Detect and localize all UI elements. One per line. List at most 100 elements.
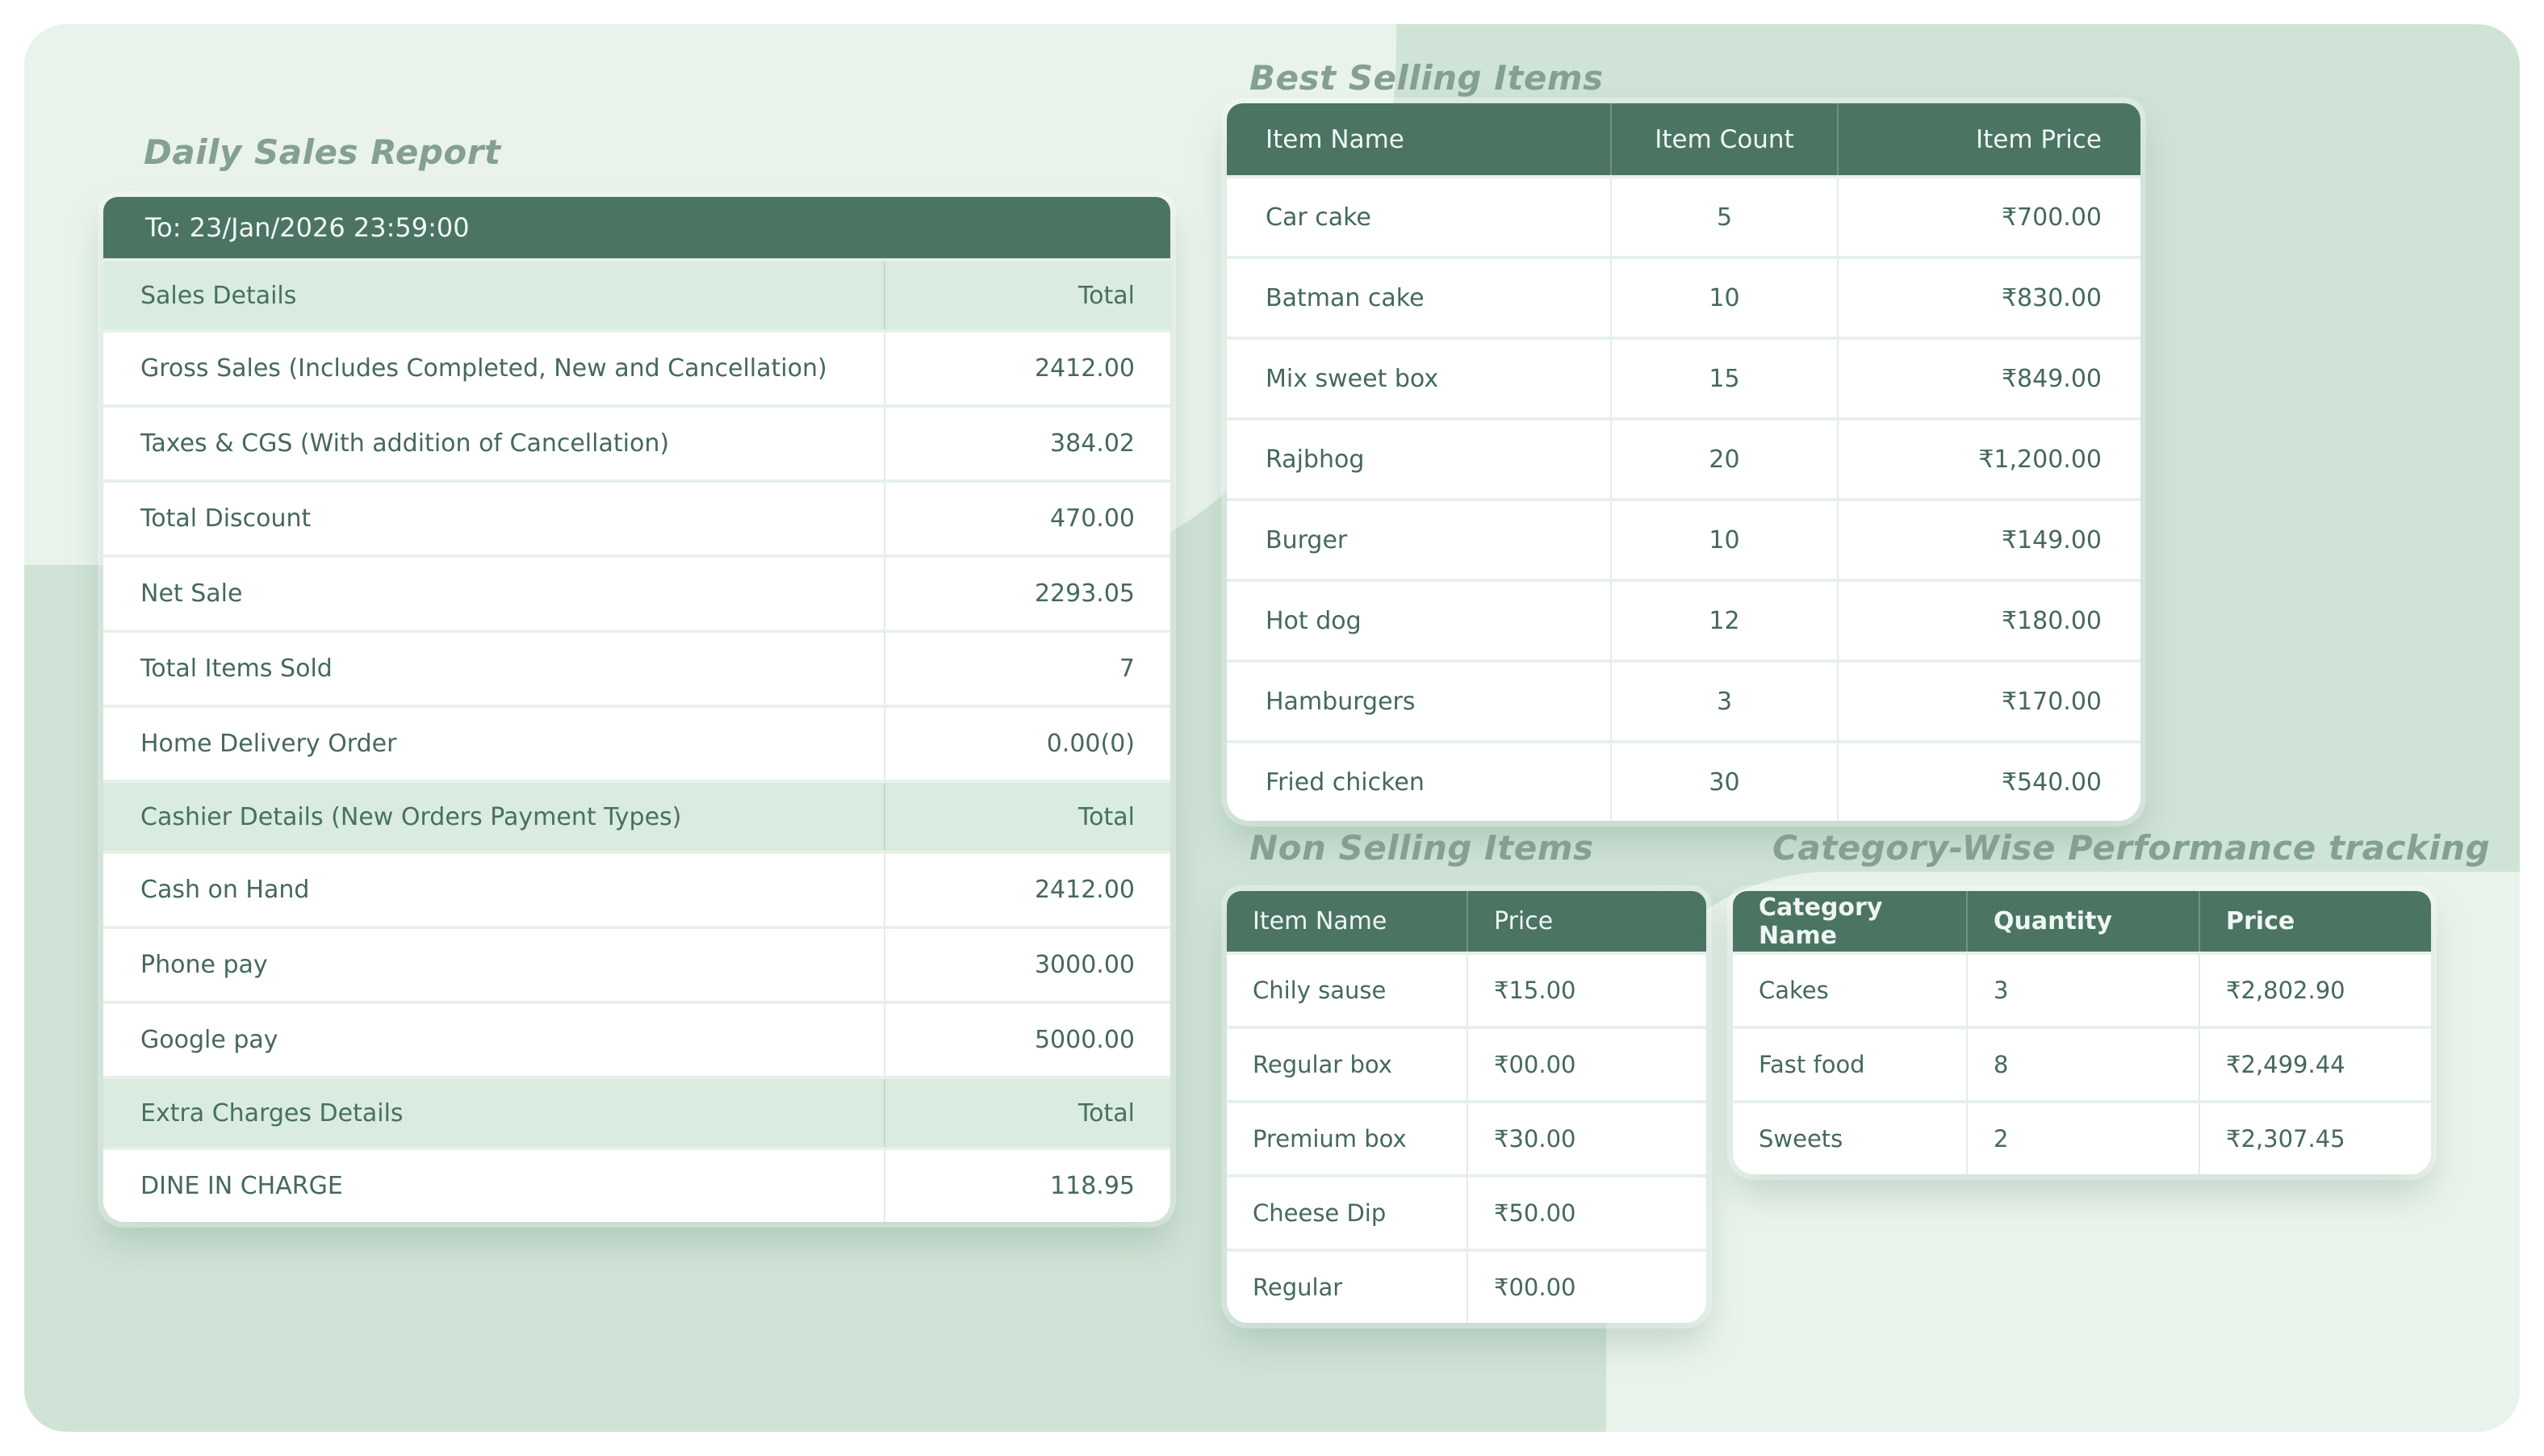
- table-row: Net Sale 2293.05: [103, 554, 1170, 630]
- item-price: ₹180.00: [1837, 582, 2140, 659]
- item-count: 10: [1610, 501, 1837, 579]
- daily-sales-table: To: 23/Jan/2026 23:59:00 Sales Details T…: [103, 197, 1170, 1222]
- section-total-label: Total: [884, 261, 1170, 329]
- table-row: Cakes 3 ₹2,802.90: [1733, 952, 2431, 1026]
- item-price: ₹540.00: [1837, 743, 2140, 821]
- row-label: Gross Sales (Includes Completed, New and…: [140, 354, 827, 383]
- section-header-row: Cashier Details (New Orders Payment Type…: [103, 780, 1170, 851]
- category-quantity: 3: [1966, 955, 2199, 1026]
- table-row: Hamburgers 3 ₹170.00: [1227, 659, 2140, 740]
- table-header-row: Item Name Item Count Item Price: [1227, 103, 2140, 175]
- column-header: Price: [1467, 891, 1706, 952]
- non-selling-table: Item Name Price Chily sause ₹15.00 Regul…: [1227, 891, 1706, 1323]
- table-row: Chily sause ₹15.00: [1227, 952, 1706, 1026]
- section-header-label: Sales Details: [140, 281, 297, 310]
- category-name: Sweets: [1759, 1125, 1843, 1153]
- category-price: ₹2,802.90: [2199, 955, 2431, 1026]
- item-name: Regular box: [1253, 1051, 1392, 1078]
- best-selling-table: Item Name Item Count Item Price Car cake…: [1227, 103, 2140, 821]
- table-header-row: Item Name Price: [1227, 891, 1706, 952]
- item-price: ₹50.00: [1467, 1178, 1706, 1249]
- column-header: Item Count: [1610, 103, 1837, 175]
- row-value: 470.00: [884, 483, 1170, 554]
- daily-sales-title: Daily Sales Report: [144, 132, 501, 172]
- category-name: Fast food: [1759, 1051, 1865, 1078]
- item-price: ₹30.00: [1467, 1103, 1706, 1174]
- report-period-bar: To: 23/Jan/2026 23:59:00: [103, 197, 1170, 258]
- item-price: ₹830.00: [1837, 259, 2140, 337]
- column-header: Quantity: [1966, 891, 2199, 952]
- item-count: 3: [1610, 663, 1837, 740]
- item-name: Hamburgers: [1266, 687, 1416, 716]
- row-label: Taxes & CGS (With addition of Cancellati…: [140, 429, 670, 458]
- row-value: 7: [884, 633, 1170, 705]
- item-name: Mix sweet box: [1266, 364, 1439, 393]
- category-performance-title: Category-Wise Performance tracking: [1772, 828, 2491, 868]
- category-performance-table: Category Name Quantity Price Cakes 3 ₹2,…: [1733, 891, 2431, 1174]
- column-header: Item Name: [1266, 124, 1404, 154]
- item-price: ₹849.00: [1837, 340, 2140, 417]
- category-quantity: 8: [1966, 1029, 2199, 1100]
- non-selling-title: Non Selling Items: [1249, 828, 1594, 868]
- item-name: Premium box: [1253, 1125, 1407, 1153]
- table-row: Cash on Hand 2412.00: [103, 851, 1170, 926]
- table-row: Google pay 5000.00: [103, 1001, 1170, 1076]
- table-row: Phone pay 3000.00: [103, 926, 1170, 1001]
- table-row: Cheese Dip ₹50.00: [1227, 1174, 1706, 1249]
- item-price: ₹1,200.00: [1837, 420, 2140, 498]
- row-value: 118.95: [884, 1150, 1170, 1222]
- item-count: 15: [1610, 340, 1837, 417]
- row-label: Net Sale: [140, 579, 243, 608]
- column-header: Price: [2199, 891, 2431, 952]
- table-row: Hot dog 12 ₹180.00: [1227, 579, 2140, 659]
- row-label: Total Items Sold: [140, 655, 333, 683]
- row-label: Cash on Hand: [140, 876, 310, 904]
- table-row: Rajbhog 20 ₹1,200.00: [1227, 417, 2140, 498]
- section-total-label: Total: [884, 1079, 1170, 1147]
- item-price: ₹700.00: [1837, 178, 2140, 256]
- category-name: Cakes: [1759, 977, 1829, 1004]
- section-header-row: Extra Charges Details Total: [103, 1076, 1170, 1147]
- item-name: Batman cake: [1266, 283, 1425, 312]
- row-label: DINE IN CHARGE: [140, 1172, 343, 1200]
- row-value: 5000.00: [884, 1004, 1170, 1076]
- row-value: 2293.05: [884, 558, 1170, 630]
- item-price: ₹149.00: [1837, 501, 2140, 579]
- item-count: 20: [1610, 420, 1837, 498]
- item-price: ₹00.00: [1467, 1252, 1706, 1323]
- table-row: Total Items Sold 7: [103, 630, 1170, 705]
- section-header-row: Sales Details Total: [103, 258, 1170, 329]
- row-value: 2412.00: [884, 333, 1170, 404]
- item-price: ₹170.00: [1837, 663, 2140, 740]
- category-price: ₹2,307.45: [2199, 1103, 2431, 1174]
- table-row: Regular box ₹00.00: [1227, 1026, 1706, 1100]
- row-label: Total Discount: [140, 504, 312, 533]
- row-value: 0.00(0): [884, 708, 1170, 780]
- item-name: Cheese Dip: [1253, 1199, 1387, 1227]
- item-name: Hot dog: [1266, 606, 1362, 635]
- item-count: 10: [1610, 259, 1837, 337]
- item-name: Car cake: [1266, 203, 1371, 232]
- column-header: Item Name: [1253, 907, 1387, 935]
- table-row: Gross Sales (Includes Completed, New and…: [103, 329, 1170, 404]
- item-price: ₹00.00: [1467, 1029, 1706, 1100]
- item-count: 12: [1610, 582, 1837, 659]
- table-header-row: Category Name Quantity Price: [1733, 891, 2431, 952]
- table-row: Home Delivery Order 0.00(0): [103, 705, 1170, 780]
- table-row: Fried chicken 30 ₹540.00: [1227, 740, 2140, 821]
- row-label: Home Delivery Order: [140, 730, 397, 758]
- table-row: Total Discount 470.00: [103, 479, 1170, 554]
- item-name: Rajbhog: [1266, 445, 1365, 474]
- table-row: Batman cake 10 ₹830.00: [1227, 256, 2140, 337]
- table-row: Burger 10 ₹149.00: [1227, 498, 2140, 579]
- row-label: Phone pay: [140, 951, 268, 979]
- best-selling-title: Best Selling Items: [1249, 58, 1604, 98]
- table-row: DINE IN CHARGE 118.95: [103, 1147, 1170, 1222]
- item-name: Burger: [1266, 525, 1348, 554]
- column-header: Item Price: [1837, 103, 2140, 175]
- table-row: Regular ₹00.00: [1227, 1249, 1706, 1323]
- table-row: Car cake 5 ₹700.00: [1227, 175, 2140, 256]
- item-name: Fried chicken: [1266, 768, 1425, 797]
- item-price: ₹15.00: [1467, 955, 1706, 1026]
